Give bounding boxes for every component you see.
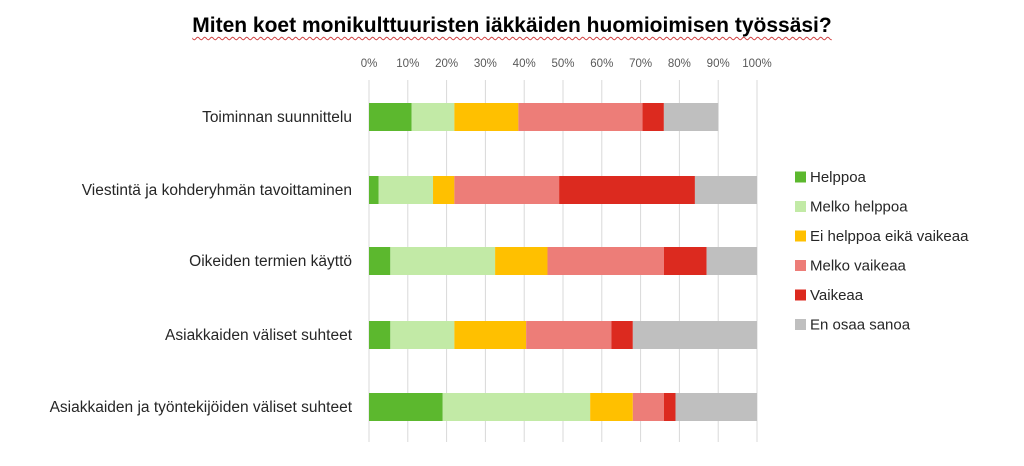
- bar-segment-en-osaa-sanoa: [694, 176, 757, 204]
- legend-label: En osaa sanoa: [810, 317, 911, 334]
- legend-swatch: [795, 260, 806, 271]
- legend-swatch: [795, 201, 806, 212]
- x-tick-label: 80%: [668, 58, 691, 70]
- bar-segment-melko-vaikeaa: [632, 393, 664, 421]
- bar-segment-melko-helppoa: [442, 393, 591, 421]
- bar-segment-vaikeaa: [663, 247, 707, 275]
- bar-segment-melko-vaikeaa: [454, 176, 560, 204]
- bar-segment-vaikeaa: [611, 321, 633, 349]
- x-tick-label: 20%: [435, 58, 458, 70]
- x-tick-label: 50%: [551, 58, 574, 70]
- bar-segment-en-osaa-sanoa: [675, 393, 757, 421]
- legend-label: Ei helppoa eikä vaikeaa: [810, 228, 969, 245]
- category-label: Asiakkaiden ja työntekijöiden väliset su…: [50, 399, 353, 416]
- bar-segment-melko-helppoa: [390, 247, 496, 275]
- x-tick-label: 70%: [629, 58, 652, 70]
- legend-swatch: [795, 319, 806, 330]
- bar-segment-en-osaa-sanoa: [663, 103, 719, 131]
- bar-segment-helppoa: [369, 393, 443, 421]
- bar-segment-helppoa: [369, 176, 379, 204]
- legend-swatch: [795, 230, 806, 242]
- bar-segment-helppoa: [369, 247, 391, 275]
- x-tick-label: 100%: [742, 58, 771, 70]
- bar-segment-melko-vaikeaa: [547, 247, 664, 275]
- category-label: Toiminnan suunnittelu: [202, 109, 352, 126]
- bar-segment-vaikeaa: [559, 176, 695, 204]
- bar-segment-melko-helppoa: [390, 321, 455, 349]
- bar-segment-ei-helppoa-eik-vaikeaa: [454, 321, 527, 349]
- x-tick-label: 90%: [707, 58, 730, 70]
- bar-segment-ei-helppoa-eik-vaikeaa: [454, 103, 519, 131]
- legend-swatch: [795, 171, 806, 183]
- category-label: Viestintä ja kohderyhmän tavoittaminen: [82, 182, 352, 199]
- bar-segment-melko-vaikeaa: [526, 321, 612, 349]
- bar-segment-helppoa: [369, 103, 412, 131]
- x-tick-label: 40%: [513, 58, 536, 70]
- bar-segment-en-osaa-sanoa: [632, 321, 757, 349]
- legend-label: Helppoa: [810, 169, 867, 186]
- x-tick-label: 0%: [361, 58, 378, 70]
- bar-segment-ei-helppoa-eik-vaikeaa: [433, 176, 455, 204]
- bar-segment-melko-helppoa: [378, 176, 434, 204]
- x-tick-label: 30%: [474, 58, 497, 70]
- chart-title: Miten koet monikulttuuristen iäkkäiden h…: [192, 14, 832, 37]
- legend-label: Melko vaikeaa: [810, 258, 907, 275]
- bar-segment-melko-vaikeaa: [518, 103, 643, 131]
- bar-segment-ei-helppoa-eik-vaikeaa: [495, 247, 548, 275]
- x-tick-label: 60%: [590, 58, 613, 70]
- bar-segment-ei-helppoa-eik-vaikeaa: [590, 393, 633, 421]
- bar-segment-vaikeaa: [663, 393, 676, 421]
- bar-segment-en-osaa-sanoa: [706, 247, 757, 275]
- x-tick-label: 10%: [396, 58, 419, 70]
- legend-label: Melko helppoa: [810, 199, 908, 216]
- bar-segment-helppoa: [369, 321, 391, 349]
- legend-swatch: [795, 289, 806, 301]
- bar-segment-melko-helppoa: [411, 103, 455, 131]
- category-label: Asiakkaiden väliset suhteet: [165, 327, 353, 344]
- bar-segment-vaikeaa: [642, 103, 664, 131]
- legend-label: Vaikeaa: [810, 287, 864, 304]
- category-label: Oikeiden termien käyttö: [189, 253, 352, 270]
